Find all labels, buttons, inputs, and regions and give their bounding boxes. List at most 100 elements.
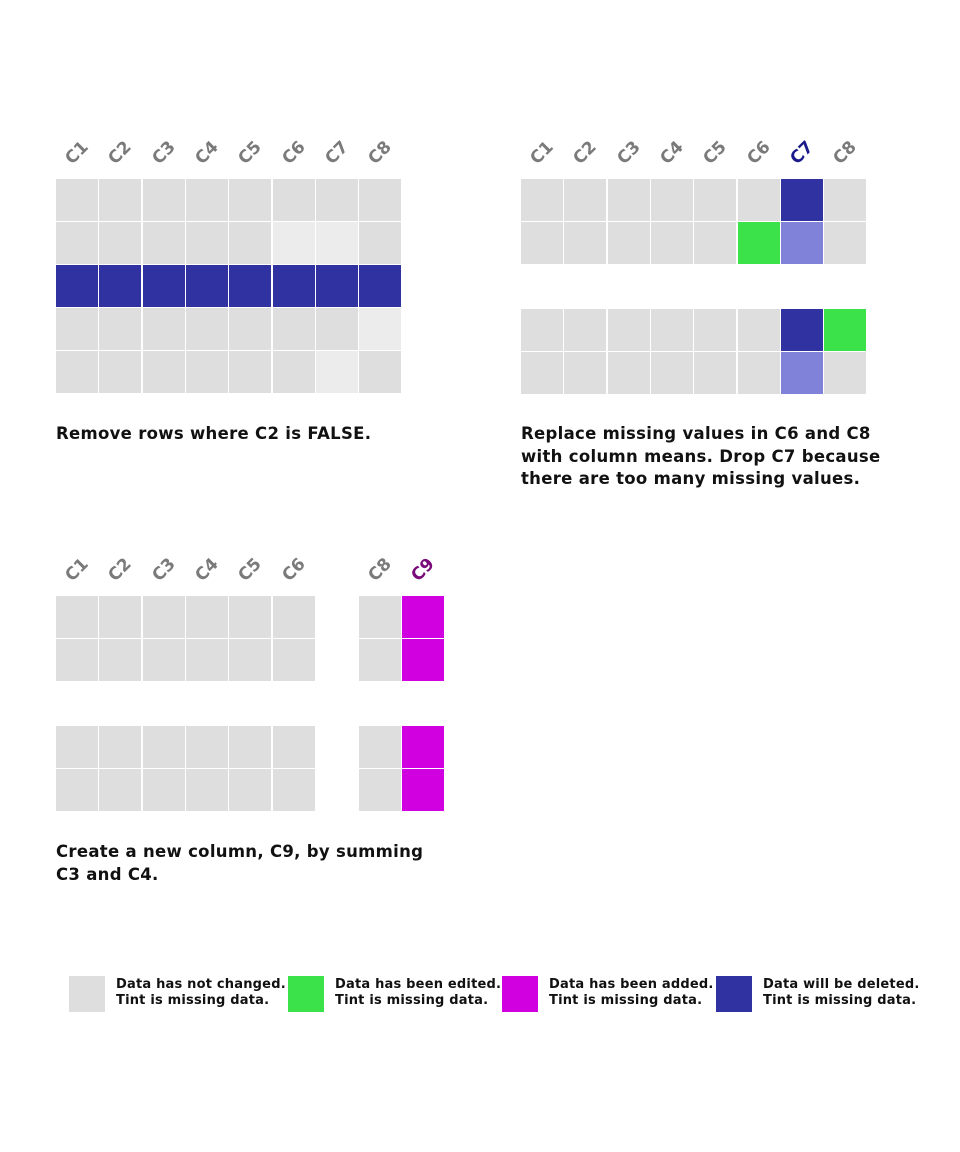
table-cell [272,769,315,811]
table-cell [737,179,780,221]
table-cell [99,222,142,264]
column-label-c3: C3 [612,137,645,169]
table-cell [359,769,402,811]
table-cell [142,769,185,811]
table-cell [99,596,142,638]
legend-swatch [69,976,105,1012]
table-cell [56,308,98,350]
table-cell [142,351,185,393]
table-cell [564,309,607,351]
table-cell [402,769,445,811]
table-cell [650,309,693,351]
table-cell [185,265,228,307]
table-cell [56,726,98,768]
table-cell [272,596,315,638]
table-cell [229,351,272,393]
caption-remove-rows: Remove rows where C2 is FALSE. [56,424,372,443]
table-cell [359,308,402,350]
table-cell [229,596,272,638]
column-label-c3: C3 [147,554,180,586]
table-cell [694,179,737,221]
table-cell [521,179,563,221]
table-cell [142,308,185,350]
table-cell [272,639,315,681]
column-label-c8: C8 [364,137,396,169]
table-cell [185,222,228,264]
column-label-c2: C2 [104,137,136,169]
column-label-c4: C4 [191,554,223,586]
table-cell [56,265,98,307]
table-cell [272,351,315,393]
column-label-c6: C6 [742,137,775,169]
column-label-c6: C6 [277,554,310,586]
table-cell [99,351,142,393]
column-label-c6: C6 [277,137,310,169]
table-cell [402,639,445,681]
legend-line: Data has not changed. [116,977,286,992]
table-cell [229,726,272,768]
legend-text: Data has been edited. Tint is missing dat… [335,977,501,1009]
table-cell [56,639,98,681]
column-label-c4: C4 [656,137,688,169]
table-cell [229,179,272,221]
table-cell [99,265,142,307]
table-cell [272,308,315,350]
table-cell [185,308,228,350]
table-cell [402,726,445,768]
legend-text: Data will be deleted. Tint is missing dat… [763,977,920,1009]
table-cell [694,309,737,351]
table-cell [564,179,607,221]
legend-text: Data has not changed. Tint is missing dat… [116,977,286,1009]
table-cell [521,222,563,264]
column-label-c2: C2 [569,137,601,169]
column-label-c8: C8 [364,554,396,586]
table-cell [315,179,358,221]
table-cell [315,308,358,350]
column-label-c5: C5 [699,137,731,169]
table-cell [359,726,402,768]
table-cell [142,726,185,768]
column-label-c3: C3 [147,137,180,169]
table-cell [780,222,823,264]
table-cell [694,222,737,264]
column-label-c5: C5 [234,554,266,586]
table-cell [824,309,867,351]
table-cell [315,222,358,264]
column-label-c1: C1 [526,137,558,169]
table-cell [142,222,185,264]
legend-swatch [716,976,752,1012]
table-cell [737,309,780,351]
table-cell [185,351,228,393]
table-cell [607,352,650,394]
table-cell [229,639,272,681]
legend-swatch [502,976,538,1012]
table-cell [824,179,867,221]
table-cell [564,352,607,394]
table-cell [607,179,650,221]
table-cell [99,308,142,350]
table-cell [315,265,358,307]
table-cell [737,352,780,394]
table-cell [272,179,315,221]
column-label-c9: C9 [407,554,440,586]
table-cell [780,179,823,221]
table-cell [780,352,823,394]
table-cell [56,179,98,221]
table-cell [315,351,358,393]
table-cell [359,179,402,221]
table-cell [521,352,563,394]
legend-line: Tint is missing data. [549,993,703,1008]
table-cell [99,726,142,768]
table-cell [229,769,272,811]
table-cell [564,222,607,264]
table-cell [56,769,98,811]
table-cell [402,596,445,638]
table-cell [650,222,693,264]
legend-text: Data has been added. Tint is missing data… [549,977,714,1009]
table-cell [359,265,402,307]
table-cell [56,222,98,264]
table-cell [142,265,185,307]
caption-new-column: Create a new column, C9, by summing C3 a… [56,842,424,884]
table-cell [142,639,185,681]
table-cell [359,351,402,393]
